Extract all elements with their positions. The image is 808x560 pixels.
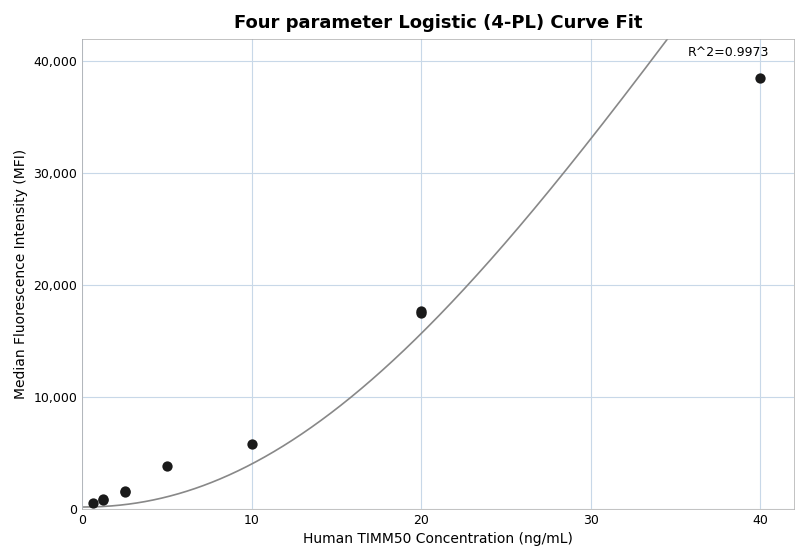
Point [86, 498, 99, 507]
Point [97, 496, 110, 505]
Point [118, 486, 131, 495]
Point [754, 74, 767, 83]
Point [245, 440, 258, 449]
Point [161, 461, 174, 470]
X-axis label: Human TIMM50 Concentration (ng/mL): Human TIMM50 Concentration (ng/mL) [303, 532, 573, 546]
Point [97, 494, 110, 503]
Text: R^2=0.9973: R^2=0.9973 [688, 46, 768, 59]
Y-axis label: Median Fluorescence Intensity (MFI): Median Fluorescence Intensity (MFI) [14, 149, 28, 399]
Point [118, 487, 131, 496]
Point [415, 309, 427, 318]
Title: Four parameter Logistic (4-PL) Curve Fit: Four parameter Logistic (4-PL) Curve Fit [234, 14, 642, 32]
Point [415, 306, 427, 315]
